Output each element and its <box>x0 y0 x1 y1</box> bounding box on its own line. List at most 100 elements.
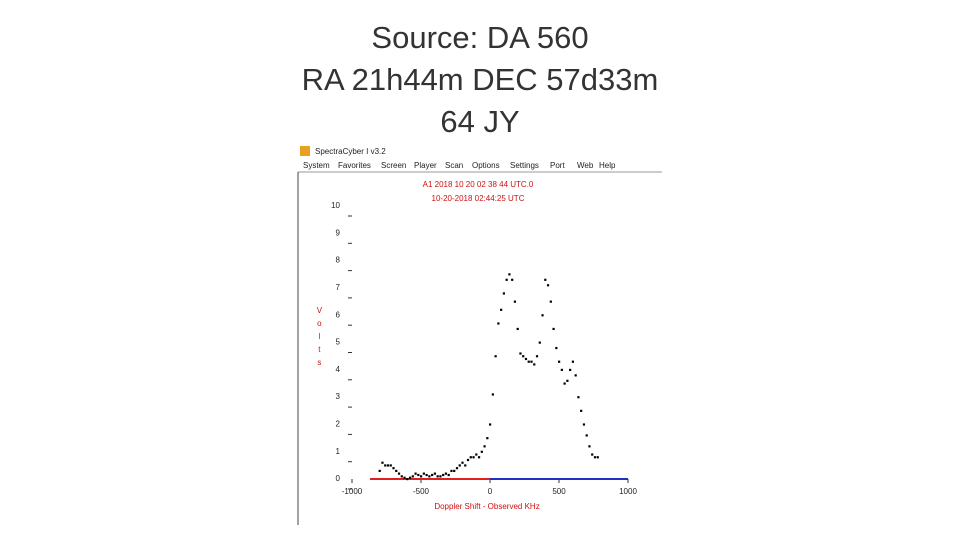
point <box>593 456 597 459</box>
point <box>591 453 594 456</box>
point <box>400 475 403 478</box>
point <box>411 475 414 478</box>
point <box>524 357 528 361</box>
menu-item[interactable]: System <box>303 161 330 170</box>
point <box>378 469 381 473</box>
point <box>560 368 563 371</box>
point <box>447 473 450 477</box>
y-tick-label: 10 <box>331 201 340 210</box>
point <box>453 469 456 473</box>
point <box>472 456 475 459</box>
point <box>563 382 566 385</box>
point <box>533 363 536 366</box>
menu-item[interactable]: Web <box>577 161 594 170</box>
point <box>494 355 497 358</box>
point <box>527 360 530 363</box>
x-tick-label: -1000 <box>342 487 363 496</box>
point <box>580 409 583 412</box>
x-tick-label: 1000 <box>619 487 637 496</box>
point <box>395 469 398 473</box>
y-tick-label: 2 <box>336 420 341 429</box>
point <box>516 327 519 331</box>
x-axis-label: Doppler Shift - Observed KHz <box>434 502 539 511</box>
point <box>381 461 384 464</box>
y-tick-label: 5 <box>336 338 341 347</box>
point <box>541 314 544 317</box>
annotation: 10-20-2018 02:44:25 UTC <box>432 194 525 203</box>
slide-title: RA 21h44m DEC 57d33m <box>302 62 659 97</box>
point <box>386 464 390 467</box>
point <box>442 473 445 477</box>
point <box>444 472 448 475</box>
point <box>577 396 580 399</box>
point <box>486 437 489 440</box>
point <box>566 379 569 382</box>
point <box>458 464 461 467</box>
y-tick-label: 4 <box>336 365 341 374</box>
point <box>538 341 541 344</box>
y-tick-label: 0 <box>336 474 341 483</box>
point <box>500 308 503 311</box>
point <box>502 292 505 295</box>
point <box>491 393 494 396</box>
point <box>414 472 417 475</box>
point <box>549 300 552 303</box>
menu-item[interactable]: Help <box>599 161 616 170</box>
menu-item[interactable]: Player <box>414 161 437 170</box>
point <box>530 360 533 363</box>
point <box>406 478 409 481</box>
y-tick-label: 3 <box>336 392 341 401</box>
menu-item[interactable]: Options <box>472 161 500 170</box>
point <box>511 278 514 281</box>
point <box>571 360 574 363</box>
y-tick-label: 8 <box>336 256 341 265</box>
point <box>535 355 539 358</box>
point <box>450 469 453 473</box>
x-tick-label: 0 <box>488 487 493 496</box>
point <box>596 456 599 459</box>
point <box>439 475 442 478</box>
point <box>403 476 406 479</box>
menu-item[interactable]: Screen <box>381 161 406 170</box>
point <box>513 300 517 303</box>
y-tick-label: 6 <box>336 310 341 319</box>
point <box>558 360 561 363</box>
point <box>466 458 470 462</box>
point <box>384 464 387 467</box>
point <box>544 278 547 281</box>
menu-item[interactable]: Favorites <box>338 161 371 170</box>
y-tick-label: 1 <box>336 447 341 456</box>
menu-item[interactable]: Scan <box>445 161 463 170</box>
x-tick-label: -500 <box>413 487 430 496</box>
point <box>546 284 550 287</box>
y-tick-label: 9 <box>336 228 341 237</box>
y-axis-label: Volts <box>315 306 324 371</box>
point <box>389 464 392 467</box>
point <box>569 368 572 371</box>
menu-item[interactable]: Port <box>550 161 565 170</box>
point <box>555 346 558 350</box>
point <box>436 475 439 478</box>
slide-title: Source: DA 560 <box>371 20 588 55</box>
slide-title: 64 JY <box>440 104 519 139</box>
point <box>505 278 508 281</box>
point <box>585 434 588 437</box>
point <box>469 456 472 459</box>
annotation: A1 2018 10 20 02 38 44 UTC.0 <box>423 180 534 189</box>
point <box>483 445 486 448</box>
point <box>428 475 431 478</box>
y-tick-label: 7 <box>336 283 341 292</box>
point <box>433 472 436 475</box>
point <box>497 322 500 325</box>
point <box>574 374 577 377</box>
menu-item[interactable]: Settings <box>510 161 539 170</box>
point <box>475 453 478 456</box>
point <box>522 355 525 358</box>
point <box>461 461 464 464</box>
point <box>464 464 467 467</box>
point <box>582 423 586 426</box>
point <box>425 473 428 477</box>
point <box>588 445 591 448</box>
point <box>508 273 511 276</box>
